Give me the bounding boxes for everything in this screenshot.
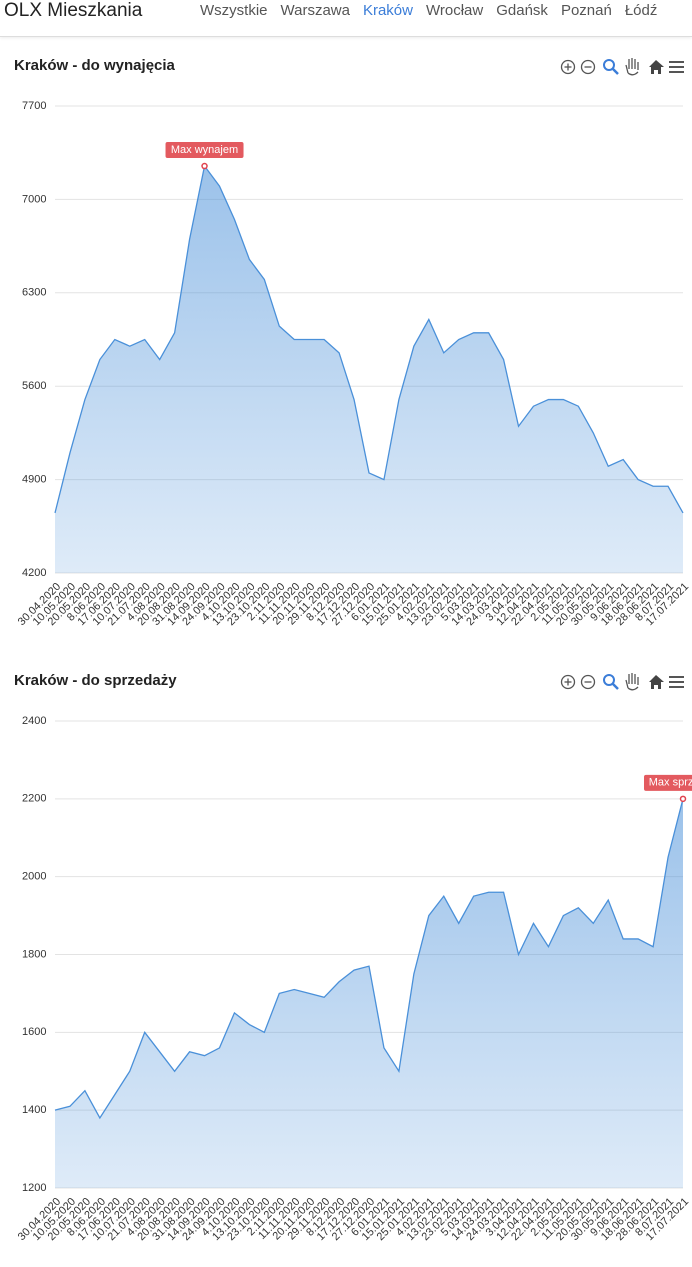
y-tick-label: 6300 — [22, 287, 46, 299]
chart-title: Kraków - do sprzedaży — [14, 672, 177, 689]
y-tick-label: 4200 — [22, 567, 46, 579]
home[interactable] — [649, 60, 664, 74]
annotation: Max wynajem — [171, 144, 238, 156]
home[interactable] — [649, 675, 664, 689]
line — [54, 164, 684, 514]
nav-link[interactable]: Poznań — [560, 2, 612, 19]
y-tick-label: 2200 — [22, 793, 46, 805]
icon — [560, 674, 576, 690]
icon — [612, 683, 619, 690]
toolbar — [560, 673, 684, 691]
nav-links: Wszystkie Warszawa Kraków Wrocław Gdańsk Pozn… — [200, 2, 670, 19]
zoom-in[interactable] — [560, 59, 576, 75]
y-tick-label: 7000 — [22, 193, 46, 205]
icon — [603, 59, 615, 71]
nav-link[interactable]: Gdańsk — [496, 2, 548, 19]
toolbar — [560, 58, 684, 76]
y-tick-label: 1200 — [22, 1182, 46, 1194]
max-marker — [679, 795, 687, 803]
nav-link[interactable]: Warszawa — [280, 2, 350, 19]
annotation-box — [165, 142, 244, 159]
nav-link[interactable]: Łódź — [624, 2, 658, 19]
charts: Kraków - do wynajęcia 4200 4900 5600 6300 700… — [0, 45, 692, 1260]
zoom-out[interactable] — [580, 674, 596, 690]
chart: Kraków - do sprzedaży 1200 1400 1600 1800 200… — [14, 672, 692, 1243]
y-tick-label: 2000 — [22, 871, 46, 883]
zoom-in[interactable] — [560, 674, 576, 690]
line — [54, 798, 684, 1120]
max-marker — [201, 162, 208, 170]
chart: Kraków - do wynajęcia 4200 4900 5600 6300 700… — [14, 57, 691, 628]
annotation-box — [644, 774, 692, 791]
icon — [560, 59, 576, 75]
icon — [580, 59, 596, 75]
nav-link[interactable]: Wszystkie — [200, 2, 268, 19]
navbar: OLX Mieszkania Wszystkie Warszawa Kraków Wr… — [0, 0, 692, 37]
menu[interactable] — [669, 676, 684, 688]
zoom[interactable] — [603, 59, 619, 75]
area — [55, 798, 683, 1188]
y-tick-label: 4900 — [22, 474, 46, 486]
y-tick-label: 7700 — [22, 100, 46, 112]
nav-link[interactable]: Wrocław — [426, 2, 484, 19]
annotation: Max sprzedaż — [649, 777, 692, 789]
y-tick-label: 1600 — [22, 1026, 46, 1038]
brand[interactable]: OLX Mieszkania — [4, 0, 143, 21]
y-tick-label: 1800 — [22, 948, 46, 960]
icon — [580, 674, 596, 690]
menu[interactable] — [669, 61, 684, 73]
nav-link[interactable]: Kraków — [362, 2, 413, 19]
zoom-out[interactable] — [580, 59, 596, 75]
chart-title: Kraków - do wynajęcia — [14, 57, 176, 74]
icon — [603, 674, 615, 686]
y-tick-label: 2400 — [22, 715, 46, 727]
icon — [612, 68, 619, 75]
y-tick-label: 1400 — [22, 1104, 46, 1116]
pan[interactable] — [625, 673, 639, 691]
area — [55, 166, 683, 573]
y-tick-label: 5600 — [22, 380, 46, 392]
pan[interactable] — [625, 58, 639, 76]
zoom[interactable] — [603, 674, 619, 690]
